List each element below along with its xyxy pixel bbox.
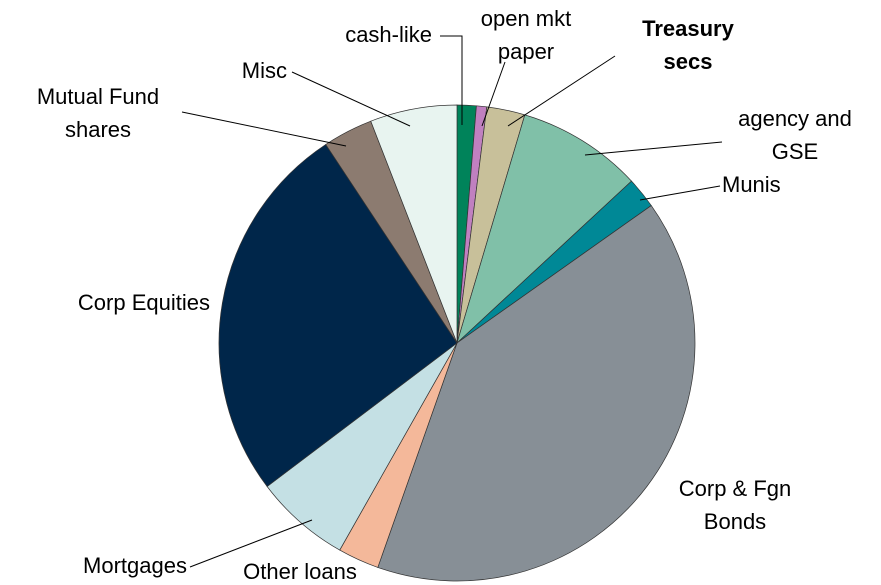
leader-line	[189, 519, 313, 568]
leader-line	[181, 111, 347, 147]
pie-slice	[370, 104, 458, 344]
slice-label: Mutual Fund shares	[37, 84, 159, 142]
slice-label: Corp Equities	[78, 290, 210, 315]
leader-line	[481, 61, 506, 127]
leader-line	[584, 141, 723, 156]
leader-line	[291, 71, 411, 127]
pie-slice	[218, 144, 458, 487]
pie-slice	[377, 205, 696, 582]
slice-label: Other loans	[243, 559, 357, 584]
leader-line	[507, 55, 616, 127]
leader-line	[440, 35, 463, 125]
slice-label: open mkt paper	[481, 6, 572, 64]
slice-label: cash-like	[345, 22, 432, 47]
slice-label: Treasury secs	[642, 16, 734, 74]
slice-label: Misc	[242, 58, 287, 83]
slice-label: agency and GSE	[738, 106, 852, 164]
slice-label: Corp & Fgn Bonds	[679, 476, 792, 534]
slice-label: Munis	[722, 172, 781, 197]
leader-line	[639, 185, 721, 201]
slice-label: Mortgages	[83, 553, 187, 578]
pie-slice	[456, 114, 633, 345]
